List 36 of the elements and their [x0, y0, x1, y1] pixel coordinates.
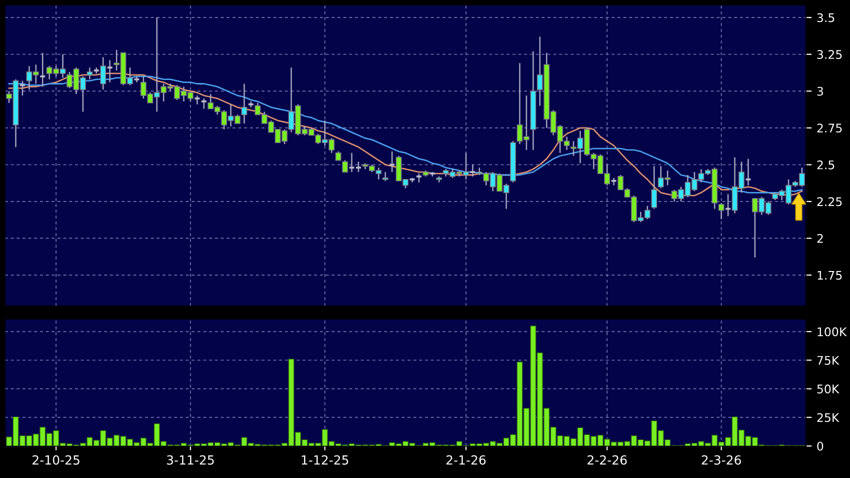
candlestick: [744, 158, 752, 186]
y-tick-label: 3: [817, 86, 823, 96]
x-tick-label: 2-2-26: [588, 455, 627, 465]
y-tick-label: 25K: [817, 413, 840, 422]
y-tick-label: 2.75: [817, 124, 842, 133]
candlestick: [342, 160, 348, 173]
candlestick: [718, 202, 724, 220]
y-tick-label: 3.25: [817, 50, 842, 59]
y-tick-label: 2: [817, 234, 823, 243]
x-tick-label: 2-1-26: [446, 455, 486, 465]
candlestick: [100, 56, 106, 90]
x-tick-label: 2-10-25: [32, 455, 80, 465]
y-tick-label: 3.5: [817, 13, 834, 22]
x-tick-label: 2-3-26: [702, 455, 741, 465]
candlestick: [355, 161, 362, 173]
y-tick-label: 50K: [817, 384, 840, 394]
candlestick: [651, 166, 658, 210]
candlestick: [19, 80, 26, 96]
y-tick-label: 2.25: [817, 197, 842, 206]
y-tick-label: 0: [817, 442, 824, 451]
candlestick: [241, 83, 248, 124]
x-tick-label: 3-11-25: [167, 455, 214, 465]
candlestick: [200, 98, 208, 110]
y-tick-label: 2.5: [817, 160, 834, 170]
candlestick: [194, 94, 201, 105]
candlestick: [106, 60, 114, 83]
candlestick: [724, 194, 732, 217]
candlestick: [348, 152, 356, 173]
candlestick: [388, 150, 396, 173]
candlestick: [39, 52, 46, 88]
candlestick: [469, 164, 476, 178]
y-tick-label: 1.75: [818, 270, 842, 280]
candlestick: [86, 66, 93, 80]
x-tick-label: 1-12-25: [302, 455, 348, 465]
y-tick-label: 100K: [818, 327, 847, 336]
y-tick-label: 75K: [817, 356, 840, 365]
